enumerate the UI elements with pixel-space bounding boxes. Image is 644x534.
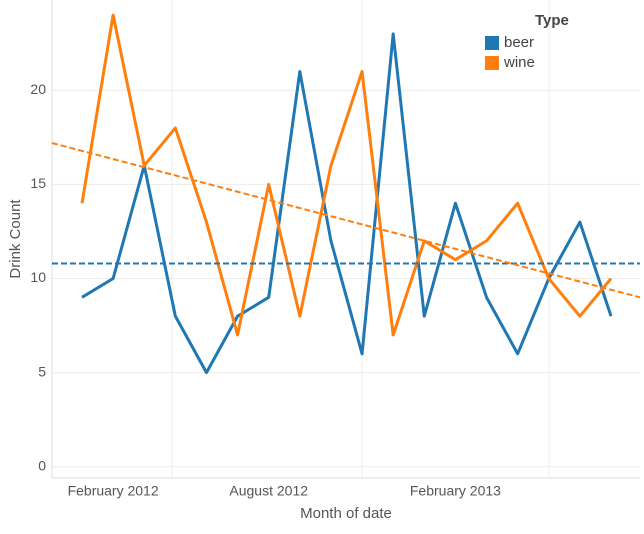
series-line bbox=[81, 32, 613, 375]
y-tick-label: 0 bbox=[38, 457, 46, 473]
y-tick-label: 20 bbox=[30, 81, 46, 97]
legend-title: Type bbox=[535, 12, 569, 29]
y-axis-label: Drink Count bbox=[7, 199, 24, 279]
x-axis-label: Month of date bbox=[300, 505, 392, 522]
y-tick-label: 5 bbox=[38, 363, 46, 379]
series-line bbox=[80, 13, 613, 337]
x-tick-label: February 2013 bbox=[410, 483, 501, 499]
trend-line bbox=[51, 142, 641, 299]
y-tick-label: 10 bbox=[30, 269, 46, 285]
legend-label: wine bbox=[503, 54, 535, 71]
y-tick-label: 15 bbox=[30, 175, 46, 191]
legend-swatch bbox=[485, 36, 499, 50]
legend-swatch bbox=[485, 56, 499, 70]
x-tick-label: February 2012 bbox=[68, 483, 159, 499]
legend-label: beer bbox=[504, 34, 534, 51]
x-tick-label: August 2012 bbox=[229, 483, 308, 499]
